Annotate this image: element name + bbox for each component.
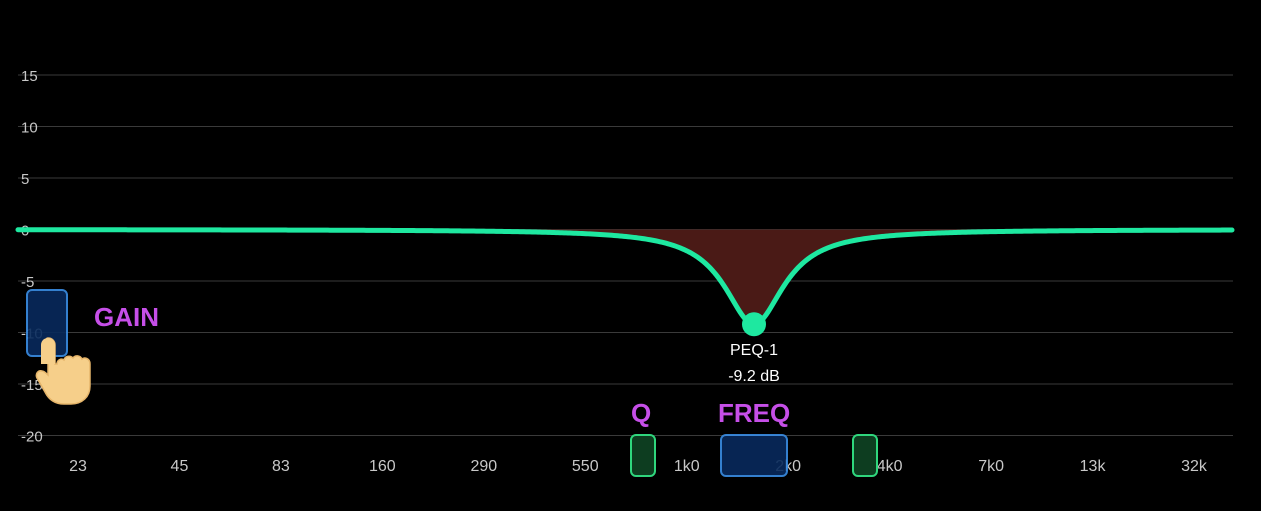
q-callout: Q [631,398,652,428]
freq-control[interactable] [720,434,788,477]
q-control-high[interactable] [852,434,878,477]
hand-pointer-icon [35,337,91,405]
eq-point-gain: -9.2 dB [728,368,780,385]
freq-callout: FREQ [718,398,791,428]
x-tick-label: 4k0 [877,458,903,475]
gain-callout: GAIN [94,302,159,332]
y-tick-label: 15 [21,68,38,85]
y-tick-label: -15 [21,377,43,394]
eq-curve-fill [18,229,1233,325]
x-tick-label: 290 [470,458,497,475]
x-tick-label: 83 [272,458,290,475]
x-tick-label: 32k [1181,458,1208,475]
y-tick-label: -20 [21,429,43,446]
x-tick-label: 550 [572,458,599,475]
x-tick-label: 7k0 [978,458,1004,475]
x-tick-label: 160 [369,458,396,475]
eq-point-handle[interactable] [742,312,766,337]
x-tick-label: 1k0 [674,458,700,475]
y-tick-label: 10 [21,120,38,137]
y-tick-label: -5 [21,274,34,291]
x-tick-label: 45 [171,458,189,475]
eq-curve-line [15,227,1235,327]
y-tick-label: 5 [21,171,29,188]
x-tick-label: 23 [69,458,87,475]
eq-point-name: PEQ-1 [729,342,778,359]
x-tick-label: 13k [1080,458,1107,475]
q-control-low[interactable] [630,434,656,477]
